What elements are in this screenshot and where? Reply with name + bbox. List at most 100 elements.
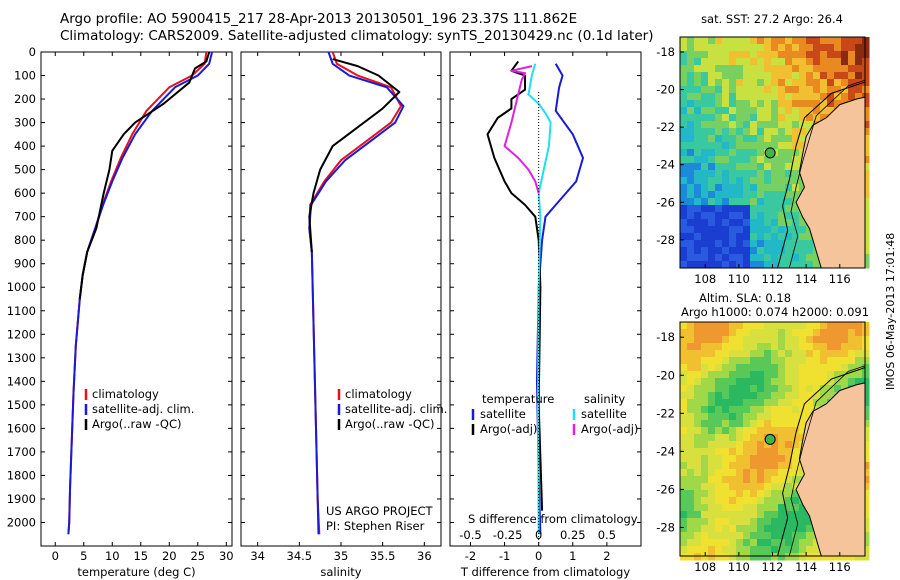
map-cell [799, 518, 807, 526]
map-cell [694, 37, 702, 45]
map-cell [764, 72, 772, 80]
map-cell [799, 44, 807, 52]
map-cell [778, 44, 786, 52]
map-cell [729, 226, 737, 234]
map-cell [785, 504, 793, 512]
map-cell [701, 72, 709, 80]
map-cell [792, 476, 800, 484]
map-cell [792, 135, 800, 143]
map-cell [834, 100, 842, 108]
map-cell [701, 219, 709, 227]
map-cell [701, 525, 709, 533]
map-cell [708, 385, 716, 393]
map-cell [806, 322, 814, 330]
map-cell [764, 469, 772, 477]
map-cell [785, 406, 793, 414]
map-cell [764, 184, 772, 192]
map-cell [757, 427, 765, 435]
plot-frame [40, 51, 233, 547]
map-cell [729, 65, 737, 73]
map-cell [757, 448, 765, 456]
map-cell [680, 490, 688, 498]
map-cell [729, 504, 737, 512]
x-tick-label: 114 [795, 272, 817, 286]
map-cell [701, 406, 709, 414]
map-cell [715, 441, 723, 449]
map-cell [722, 100, 730, 108]
panel-differences: -2 -1 0 1 2T difference from climatologytemp… [449, 51, 642, 579]
map-cell [785, 107, 793, 115]
map-cell [806, 261, 814, 269]
map-cell [848, 357, 856, 365]
map-cell [687, 128, 695, 136]
y-tick-label: 1000 [7, 280, 36, 294]
map-cell [750, 539, 758, 547]
map-cell [799, 539, 807, 547]
map-cell [834, 357, 842, 365]
map-cell [743, 322, 751, 330]
map-cell [848, 364, 856, 372]
map-cell [680, 434, 688, 442]
map-cell [701, 336, 709, 344]
map-cell [799, 128, 807, 136]
map-cell [862, 65, 870, 73]
map-cell [813, 322, 821, 330]
map-cell [715, 322, 723, 330]
map-cell [743, 44, 751, 52]
map-cell [708, 107, 716, 115]
map-cell [729, 525, 737, 533]
map-cell [715, 177, 723, 185]
map-cell [708, 371, 716, 379]
map-cell [708, 427, 716, 435]
map-cell [736, 128, 744, 136]
map-cell [834, 72, 842, 80]
map-cell [792, 58, 800, 66]
map-cell [785, 121, 793, 129]
map-cell [820, 93, 828, 101]
map-cell [771, 490, 779, 498]
map-cell [729, 198, 737, 206]
map-cell [862, 392, 870, 400]
map-cell [694, 357, 702, 365]
map-cell [862, 399, 870, 407]
map-cell [680, 65, 688, 73]
map-cell [694, 142, 702, 150]
y-tick-label: 0 [29, 45, 36, 59]
map-cell [792, 385, 800, 393]
map-cell [806, 378, 814, 386]
map-cell [771, 177, 779, 185]
map-cell [750, 511, 758, 519]
map-cell [757, 149, 765, 157]
map-cell [750, 399, 758, 407]
x2-tick-label: 0.5 [598, 528, 616, 542]
y-tick-label: 1800 [7, 468, 36, 482]
map-cell [806, 114, 814, 122]
map-cell [750, 226, 758, 234]
map-cell [813, 350, 821, 358]
map-cell [764, 37, 772, 45]
map-cell [722, 79, 730, 87]
map-cell [757, 532, 765, 540]
map-cell [715, 240, 723, 248]
map-cell [792, 406, 800, 414]
map-cell [757, 455, 765, 463]
x-tick-label: 2 [603, 549, 610, 563]
map-cell [722, 343, 730, 351]
map-cell [680, 525, 688, 533]
map-cell [813, 100, 821, 108]
map-cell [820, 72, 828, 80]
x-tick-label: -1 [499, 549, 510, 563]
map-cell [778, 329, 786, 337]
map-cell [736, 198, 744, 206]
map-cell [792, 364, 800, 372]
map-cell [862, 233, 870, 241]
y-tick-label: -22 [656, 120, 675, 134]
map-cell [764, 406, 772, 414]
map-cell [687, 406, 695, 414]
map-cell [743, 518, 751, 526]
map-cell [820, 350, 828, 358]
map-cell [764, 343, 772, 351]
map-cell [729, 392, 737, 400]
map-cell [820, 392, 828, 400]
map-cell [778, 163, 786, 171]
